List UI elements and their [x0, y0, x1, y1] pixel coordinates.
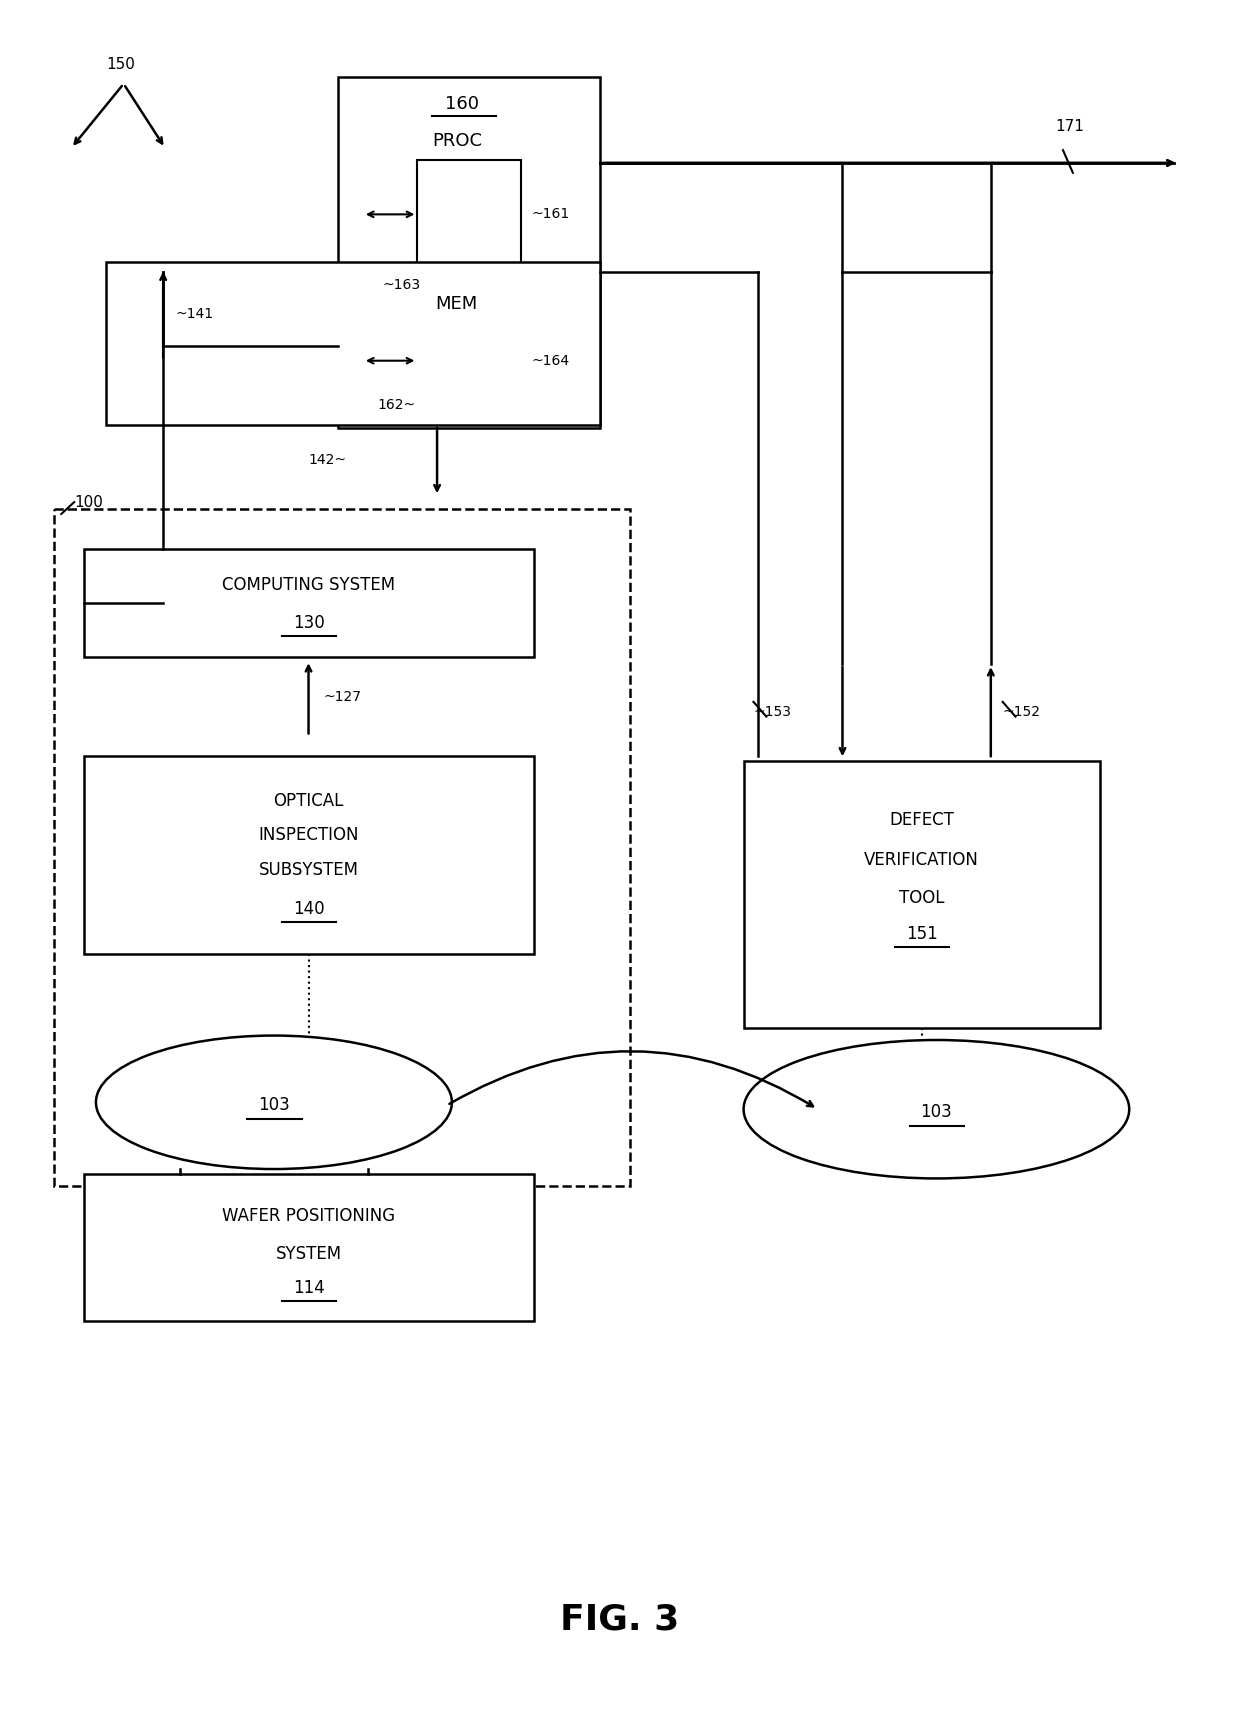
- Text: SYSTEM: SYSTEM: [275, 1244, 341, 1263]
- Text: 140: 140: [293, 900, 325, 919]
- Text: COMPUTING SYSTEM: COMPUTING SYSTEM: [222, 575, 396, 594]
- Text: 130: 130: [293, 613, 325, 632]
- Text: ~141: ~141: [175, 308, 213, 321]
- Bar: [55, 510, 630, 1187]
- Text: 162~: 162~: [378, 397, 415, 413]
- Text: SUBSYSTEM: SUBSYSTEM: [258, 861, 358, 880]
- Text: ~164: ~164: [531, 354, 569, 368]
- Text: TOOL: TOOL: [899, 888, 945, 907]
- Text: 171: 171: [1055, 119, 1084, 133]
- Bar: [84, 1175, 534, 1320]
- Ellipse shape: [95, 1035, 451, 1170]
- Bar: [105, 263, 600, 425]
- Text: 150: 150: [105, 57, 135, 71]
- Text: 114: 114: [293, 1279, 325, 1298]
- Bar: [418, 161, 521, 266]
- Bar: [84, 548, 534, 657]
- Text: PROC: PROC: [432, 131, 482, 150]
- Text: ~127: ~127: [324, 689, 361, 703]
- Text: 160: 160: [445, 95, 479, 112]
- Text: MEM: MEM: [435, 295, 477, 313]
- Text: OPTICAL: OPTICAL: [273, 791, 343, 810]
- Ellipse shape: [744, 1040, 1130, 1178]
- Text: ~153: ~153: [754, 705, 791, 719]
- Text: WAFER POSITIONING: WAFER POSITIONING: [222, 1208, 396, 1225]
- Text: DEFECT: DEFECT: [889, 812, 954, 829]
- Text: 142~: 142~: [309, 453, 346, 467]
- Text: ~161: ~161: [531, 207, 569, 221]
- Text: 151: 151: [905, 924, 937, 943]
- Text: VERIFICATION: VERIFICATION: [864, 852, 980, 869]
- Bar: [744, 760, 1100, 1028]
- Bar: [339, 78, 600, 429]
- Text: INSPECTION: INSPECTION: [258, 826, 358, 845]
- Text: 103: 103: [920, 1102, 952, 1121]
- Text: ~163: ~163: [383, 278, 420, 292]
- Text: 103: 103: [258, 1096, 290, 1115]
- Text: 100: 100: [74, 494, 103, 510]
- Text: ~152: ~152: [1003, 705, 1040, 719]
- Bar: [84, 757, 534, 954]
- Text: FIG. 3: FIG. 3: [560, 1602, 680, 1636]
- Bar: [418, 320, 521, 406]
